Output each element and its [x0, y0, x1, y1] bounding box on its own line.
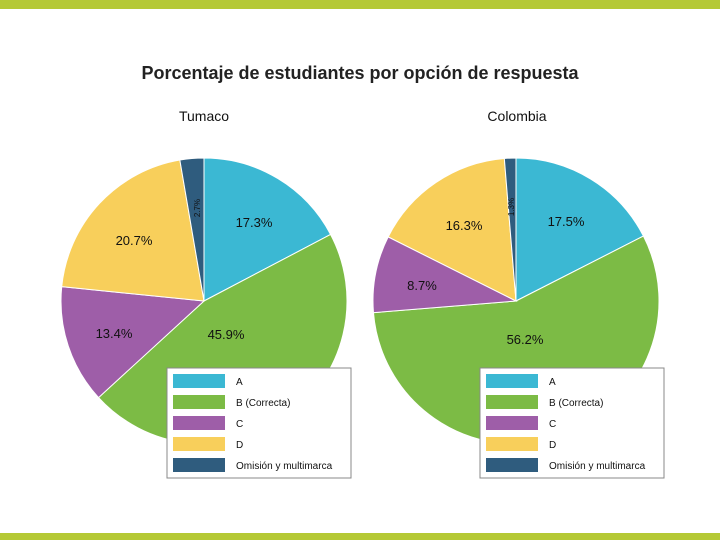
slice-label-a: 17.5%	[548, 214, 585, 229]
slice-label-a: 17.3%	[236, 215, 273, 230]
legend-swatch-b-correcta	[173, 395, 225, 409]
legend-swatch-a	[173, 374, 225, 388]
legend-swatch-c	[486, 416, 538, 430]
pie-subtitle: Colombia	[487, 108, 546, 124]
bottom-accent-bar	[0, 533, 720, 540]
pie-slice-a	[515, 157, 645, 302]
pie-slice-d	[61, 159, 205, 302]
slice-label-c: 8.7%	[407, 278, 437, 293]
legend-label-b-correcta: B (Correcta)	[236, 398, 290, 409]
chart-title: Porcentaje de estudiantes por opción de …	[141, 63, 579, 83]
legend-label-d: D	[236, 440, 243, 451]
legend-label-omision-y-multimarca: Omisión y multimarca	[236, 461, 333, 472]
slice-label-b-correcta: 45.9%	[208, 327, 245, 342]
pie-slice-d	[387, 157, 517, 302]
legend-label-d: D	[549, 440, 556, 451]
pie-slice-c	[60, 286, 206, 399]
pie-slice-omision-y-multimarca	[503, 157, 517, 302]
legend: A B (Correcta) CD Omisión y multimarca	[166, 367, 352, 479]
slice-label-omision-y-multimarca: 1.3%	[507, 198, 516, 216]
slice-label-d: 20.7%	[116, 233, 153, 248]
slice-label-c: 13.4%	[96, 326, 133, 341]
legend-swatch-d	[173, 437, 225, 451]
legend-label-c: C	[236, 419, 243, 430]
legend-swatch-a	[486, 374, 538, 388]
legend: A B (Correcta) CD Omisión y multimarca	[479, 367, 665, 479]
legend-swatch-omision-y-multimarca	[173, 458, 225, 472]
slice-label-d: 16.3%	[446, 218, 483, 233]
legend-swatch-b-correcta	[486, 395, 538, 409]
legend-label-a: A	[549, 377, 556, 388]
legend-label-b-correcta: B (Correcta)	[549, 398, 603, 409]
legend-swatch-c	[173, 416, 225, 430]
legend-label-omision-y-multimarca: Omisión y multimarca	[549, 461, 646, 472]
legend-label-c: C	[549, 419, 556, 430]
legend-label-a: A	[236, 377, 243, 388]
pie-chart-tumaco: Tumaco 17.3% 45.9% 13.4% 20.7% 2.7% A B (Correc…	[60, 108, 352, 479]
slice-label-omision-y-multimarca: 2.7%	[193, 199, 202, 217]
slice-label-b-correcta: 56.2%	[507, 332, 544, 347]
top-accent-bar	[0, 0, 720, 9]
legend-swatch-omision-y-multimarca	[486, 458, 538, 472]
legend-swatch-d	[486, 437, 538, 451]
pie-slice-a	[203, 157, 332, 302]
pie-chart-colombia: Colombia 17.5% 56.2% 8.7% 16.3% 1.3% A B (Corre…	[372, 108, 665, 479]
pie-slice-omision-y-multimarca	[179, 157, 205, 302]
pie-subtitle: Tumaco	[179, 108, 229, 124]
